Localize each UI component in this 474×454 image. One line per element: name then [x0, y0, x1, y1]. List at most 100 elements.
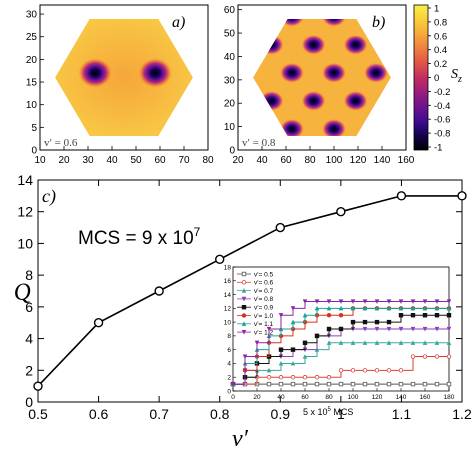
inset-marker [446, 354, 452, 359]
panel-b-skyrmion [301, 34, 326, 55]
inset-marker [266, 326, 272, 332]
inset-y-tick-label: 8 [227, 333, 231, 340]
inset-marker [241, 280, 247, 285]
inset-marker [398, 305, 404, 311]
main-series-points [33, 191, 467, 391]
panel-b-x-tick-label: 80 [304, 155, 316, 166]
inset-marker [362, 381, 368, 387]
inset-marker [302, 375, 308, 380]
inset-marker [386, 368, 392, 373]
inset-marker [434, 354, 440, 359]
panel-a-param: v′ = 0.6 [44, 137, 78, 149]
panel-b-y-tick-label: 30 [224, 75, 236, 86]
inset-x-tick-label: 20 [253, 394, 261, 401]
inset-marker [398, 381, 404, 387]
x-tick-label: 1.2 [452, 406, 472, 422]
main-data-point [336, 207, 346, 217]
panel-b-x-tick-label: 20 [232, 155, 244, 166]
panel-a: 10 20 30 40 50 60 70 80 0 5 10 15 20 25 30 a) v′ = 0.6 [26, 4, 214, 166]
inset-marker [362, 305, 368, 311]
inset-marker [398, 326, 404, 332]
inset-marker [374, 319, 380, 325]
inset-marker [398, 313, 404, 318]
panel-b-x-tick-label: 100 [326, 155, 343, 166]
panel-a-x-tick-label: 50 [130, 155, 142, 166]
inset-marker [290, 381, 296, 387]
panel-b-skyrmion [322, 19, 346, 27]
panel-b-y-tick-label: 10 [224, 122, 236, 133]
inset-marker [241, 321, 247, 326]
inset-marker [326, 326, 332, 332]
main-data-point [215, 254, 225, 264]
inset-marker [386, 305, 392, 311]
panel-a-skyrmion [138, 57, 173, 88]
inset-marker [422, 313, 428, 318]
colorbar-tick-label: -0.4 [434, 101, 450, 112]
inset-marker [338, 299, 344, 304]
inset-marker [338, 305, 344, 311]
inset-marker [446, 381, 452, 387]
x-tick-label: 1.1 [392, 406, 412, 422]
panel-b-y-tick-label: 0 [229, 146, 235, 157]
x-axis-label: v′ [232, 426, 249, 452]
colorbar-tick-label: -0.2 [434, 87, 450, 98]
mcs-annotation: MCS = 9 x 107 [78, 225, 201, 249]
inset-y-tick-label: 10 [224, 319, 232, 326]
panel-b-x-tick-label: 60 [280, 155, 292, 166]
panel-a-y-tick-label: 5 [31, 123, 37, 134]
inset-marker [241, 329, 247, 335]
inset-marker [314, 333, 320, 339]
panel-b-x-tick-label: 40 [256, 155, 268, 166]
inset-x-tick-label: 160 [420, 394, 431, 401]
inset-x-tick-label: 80 [325, 394, 333, 401]
inset-marker [374, 299, 380, 304]
inset-marker [290, 306, 296, 311]
panel-b-y-tick-label: 40 [224, 52, 236, 63]
panel-a-y-tick-label: 25 [26, 32, 38, 43]
inset-marker [302, 312, 308, 318]
inset-marker [410, 326, 416, 332]
inset-y-tick-label: 0 [227, 388, 231, 395]
x-tick-label: 0.5 [28, 406, 48, 422]
inset-marker [362, 319, 368, 325]
inset-series [230, 299, 452, 387]
inset-marker [386, 299, 392, 304]
inset-marker [350, 299, 356, 304]
main-data-point [33, 381, 43, 391]
panel-a-x-tick-label: 10 [34, 155, 46, 166]
inset-marker [338, 368, 344, 373]
inset-legend-label: v′= 0.9 [254, 305, 273, 312]
inset-marker [278, 381, 284, 387]
panel-b-skyrmion [280, 62, 304, 83]
inset-marker [350, 319, 356, 325]
panel-a-y-tick-label: 10 [26, 100, 38, 111]
main-data-point [154, 286, 164, 296]
inset-marker [398, 299, 404, 304]
x-tick-label: 0.7 [149, 406, 169, 422]
inset-marker [446, 313, 452, 318]
inset-marker [326, 381, 332, 387]
inset-marker [422, 305, 428, 311]
panel-c-label: c) [42, 186, 56, 207]
inset-series-line [233, 356, 449, 385]
inset-marker [241, 296, 247, 302]
inset-marker [446, 340, 452, 345]
inset-marker [241, 271, 247, 277]
inset-marker [374, 305, 380, 311]
inset-legend-label: v′= 0.5 [254, 271, 273, 278]
panel-a-x-tick-label: 30 [82, 155, 94, 166]
inset-marker [338, 313, 344, 318]
inset-marker [302, 381, 308, 387]
inset-legend-label: v′= 0.7 [254, 288, 273, 295]
panel-b-skyrmion [301, 90, 326, 111]
inset-marker [374, 326, 380, 332]
inset-marker [254, 340, 260, 346]
inset-chart: 0 20 40 60 80 100 120 140 160 180024681012141618 … [224, 264, 455, 417]
inset-x-tick-label: 60 [301, 394, 309, 401]
inset-marker [241, 313, 247, 318]
inset-x-tick-label: 0 [231, 394, 235, 401]
inset-marker [386, 319, 392, 325]
inset-y-tick-label: 4 [227, 361, 231, 368]
main-data-point [457, 191, 467, 201]
